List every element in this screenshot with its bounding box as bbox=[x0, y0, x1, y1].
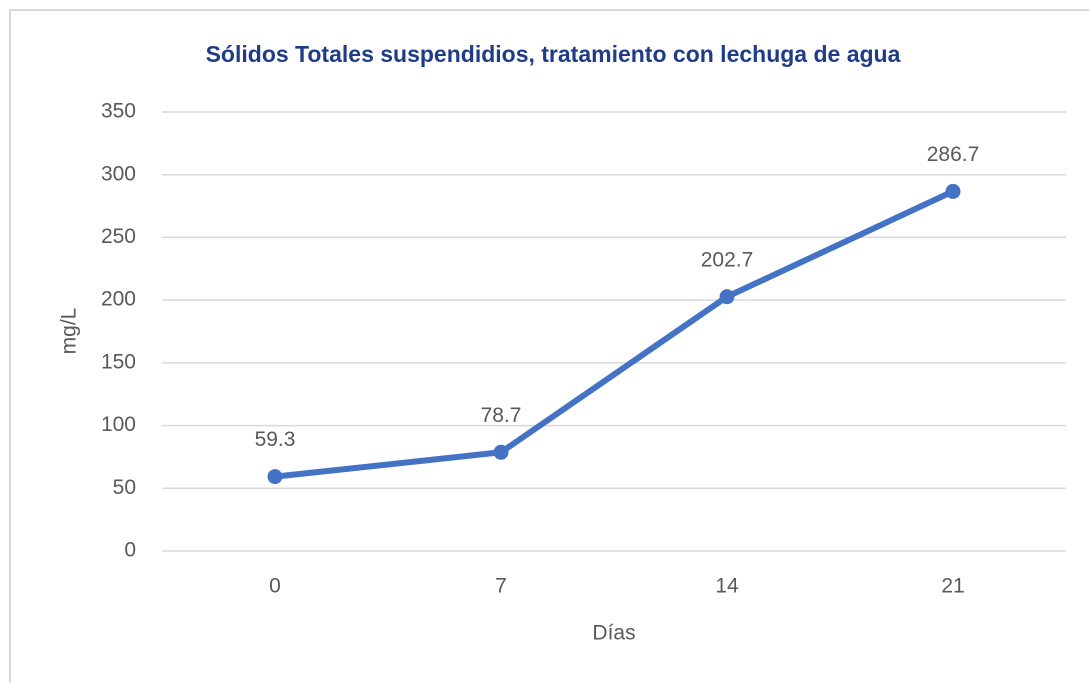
chart-title: Sólidos Totales suspendidios, tratamient… bbox=[206, 41, 901, 67]
y-tick-label: 100 bbox=[101, 413, 136, 436]
series-line bbox=[272, 188, 956, 480]
y-axis-label: mg/L bbox=[58, 308, 81, 355]
x-tick-label: 21 bbox=[941, 575, 964, 598]
y-tick-label: 250 bbox=[101, 225, 136, 248]
point bbox=[493, 444, 509, 460]
y-tick-label: 50 bbox=[113, 476, 136, 499]
data-label: 78.7 bbox=[481, 404, 522, 427]
data-label: 59.3 bbox=[255, 428, 296, 451]
y-tick-label: 0 bbox=[124, 539, 136, 562]
x-axis-label: Días bbox=[592, 622, 635, 645]
x-tick-label: 0 bbox=[269, 575, 281, 598]
point bbox=[267, 469, 283, 485]
x-tick-label: 14 bbox=[715, 575, 739, 598]
y-tick-label: 300 bbox=[101, 162, 136, 185]
data-label: 202.7 bbox=[701, 248, 754, 271]
y-tick-label: 350 bbox=[101, 100, 136, 123]
y-tick-label: 150 bbox=[101, 350, 136, 373]
point bbox=[945, 183, 961, 199]
y-tick-label: 200 bbox=[101, 288, 136, 311]
chart-frame bbox=[9, 9, 1089, 683]
point bbox=[719, 289, 735, 305]
data-label: 286.7 bbox=[927, 143, 980, 166]
x-tick-label: 7 bbox=[495, 575, 507, 598]
